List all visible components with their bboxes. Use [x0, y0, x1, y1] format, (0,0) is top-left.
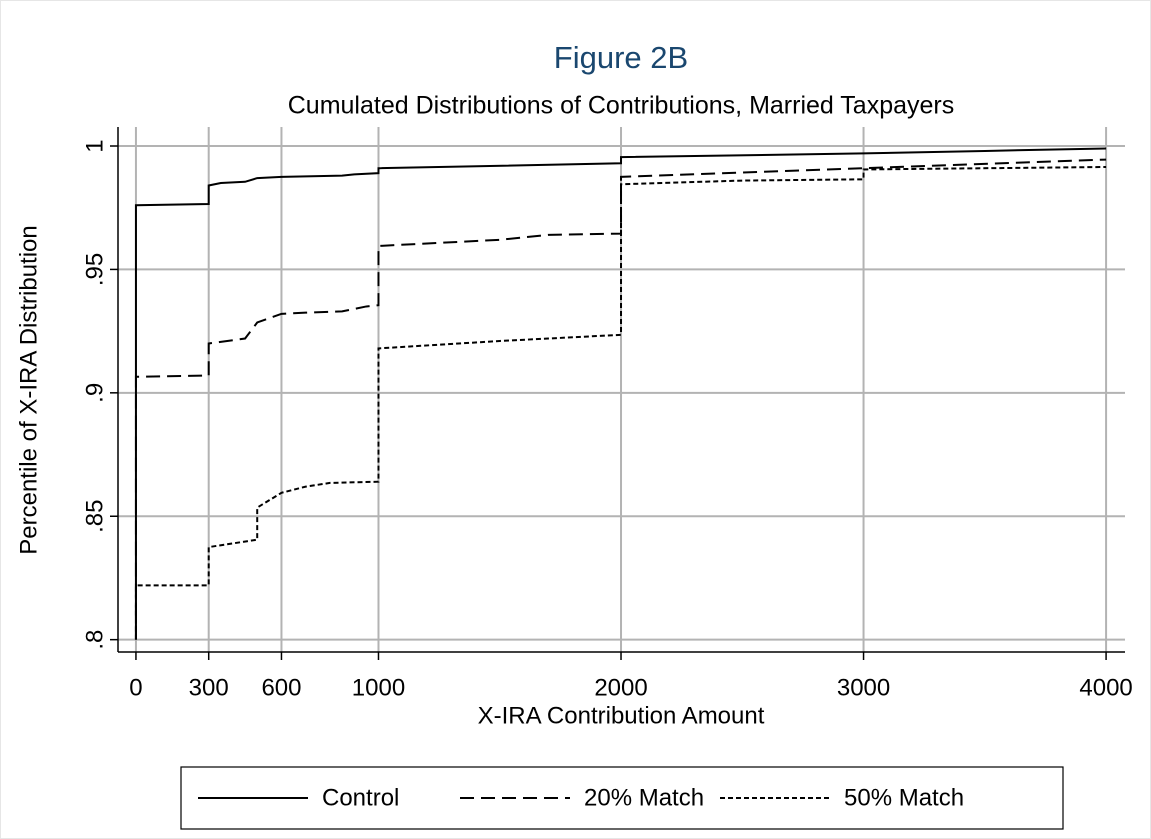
legend-label: 20% Match	[584, 784, 704, 811]
y-tick-label: .8	[81, 630, 108, 650]
y-tick-label: .9	[81, 383, 108, 403]
x-tick-label: 300	[189, 674, 229, 701]
y-axis-label: Percentile of X-IRA Distribution	[15, 225, 42, 554]
data-line	[134, 165, 1107, 640]
chart-title: Figure 2B	[554, 40, 688, 75]
y-tick-label: 1	[81, 139, 108, 152]
x-tick-label: 0	[129, 674, 142, 701]
chart-subtitle: Cumulated Distributions of Contributions…	[288, 92, 955, 120]
x-tick-label: 3000	[837, 674, 890, 701]
x-tick-label: 600	[261, 674, 301, 701]
data-line	[134, 158, 1107, 640]
data-line	[134, 147, 1107, 640]
legend-box	[180, 766, 1064, 830]
y-tick-label: .85	[81, 500, 108, 533]
x-tick-label: 4000	[1079, 674, 1132, 701]
legend-label: Control	[322, 784, 399, 811]
x-axis-label: X-IRA Contribution Amount	[478, 702, 765, 729]
y-tick-label: .95	[81, 253, 108, 286]
x-tick-label: 2000	[594, 674, 647, 701]
legend-label: 50% Match	[844, 784, 964, 811]
x-tick-label: 1000	[352, 674, 405, 701]
